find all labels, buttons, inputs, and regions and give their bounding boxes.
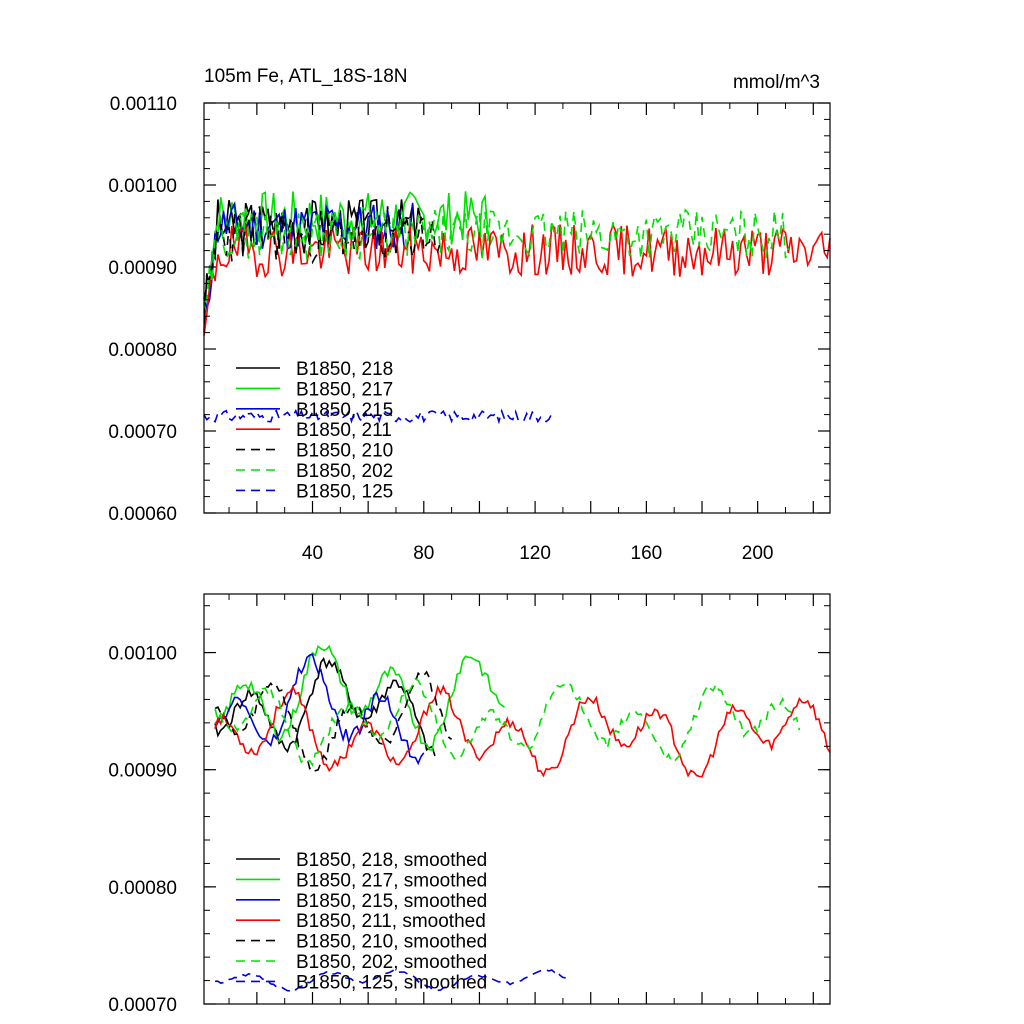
series-line-1 <box>203 191 495 314</box>
y-tick-label: 0.00060 <box>108 504 177 525</box>
legend-label-2: B1850, 215, smoothed <box>296 891 487 912</box>
y-tick-label: 0.00100 <box>108 176 177 197</box>
series-line-6 <box>215 968 566 992</box>
y-tick-label: 0.00080 <box>108 340 177 361</box>
legend-label-5: B1850, 202 <box>296 461 393 482</box>
y-tick-label: 0.00090 <box>108 258 177 279</box>
y-tick-label: 0.00110 <box>110 94 177 115</box>
legend-label-1: B1850, 217, smoothed <box>296 870 487 891</box>
bottom-panel-frame <box>203 593 831 1005</box>
series-line-3 <box>214 684 831 778</box>
bottom-panel: 0.00070 0.00080 0.00090 0.00100 B1850, 218,… <box>108 593 831 1016</box>
y-tick-label: 0.00070 <box>108 995 177 1016</box>
series-line-4 <box>214 670 453 772</box>
y-tick-label: 0.00100 <box>108 644 177 665</box>
x-tick-label: 160 <box>631 543 663 564</box>
y-tick-label: 0.00090 <box>108 761 177 782</box>
legend-label-3: B1850, 211 <box>296 420 392 441</box>
legend-label-4: B1850, 210, smoothed <box>296 932 487 953</box>
bottom-panel-lines <box>214 644 831 992</box>
x-tick-label: 120 <box>519 543 551 564</box>
legend-label-6: B1850, 125, smoothed <box>296 972 487 993</box>
top-panel-title: 105m Fe, ATL_18S-18N <box>204 66 407 87</box>
x-tick-label: 80 <box>413 543 434 564</box>
top-panel-frame <box>203 102 831 514</box>
series-line-6 <box>203 408 556 425</box>
series-line-0 <box>214 656 436 757</box>
series-line-5 <box>203 208 790 303</box>
y-tick-label: 0.00080 <box>108 878 177 899</box>
series-line-4 <box>203 205 442 300</box>
top-panel: 105m Fe, ATL_18S-18N mmol/m^3 0.000600.0… <box>108 66 831 564</box>
top-panel-ticks: 0.00060 0.00070 0.00080 0.00090 0.00100 0.001… <box>108 94 830 564</box>
legend-label-5: B1850, 202, smoothed <box>296 952 487 973</box>
legend-label-0: B1850, 218 <box>296 359 393 380</box>
legend-label-0: B1850, 218, smoothed <box>296 850 487 871</box>
series-line-3 <box>203 222 831 337</box>
legend-label-1: B1850, 217 <box>296 379 393 400</box>
x-tick-label: 40 <box>302 543 323 564</box>
legend-label-2: B1850, 215 <box>296 400 393 421</box>
top-panel-lines <box>203 191 831 425</box>
y-tick-label: 0.00070 <box>108 422 177 443</box>
series-line-5 <box>214 677 801 767</box>
x-tick-label: 200 <box>742 543 774 564</box>
bottom-panel-ticks: 0.00070 0.00080 0.00090 0.00100 <box>108 594 830 1016</box>
legend-label-6: B1850, 125 <box>296 481 393 502</box>
legend-label-3: B1850, 211, smoothed <box>296 911 486 932</box>
top-panel-units: mmol/m^3 <box>733 72 820 93</box>
legend-label-4: B1850, 210 <box>296 441 393 462</box>
